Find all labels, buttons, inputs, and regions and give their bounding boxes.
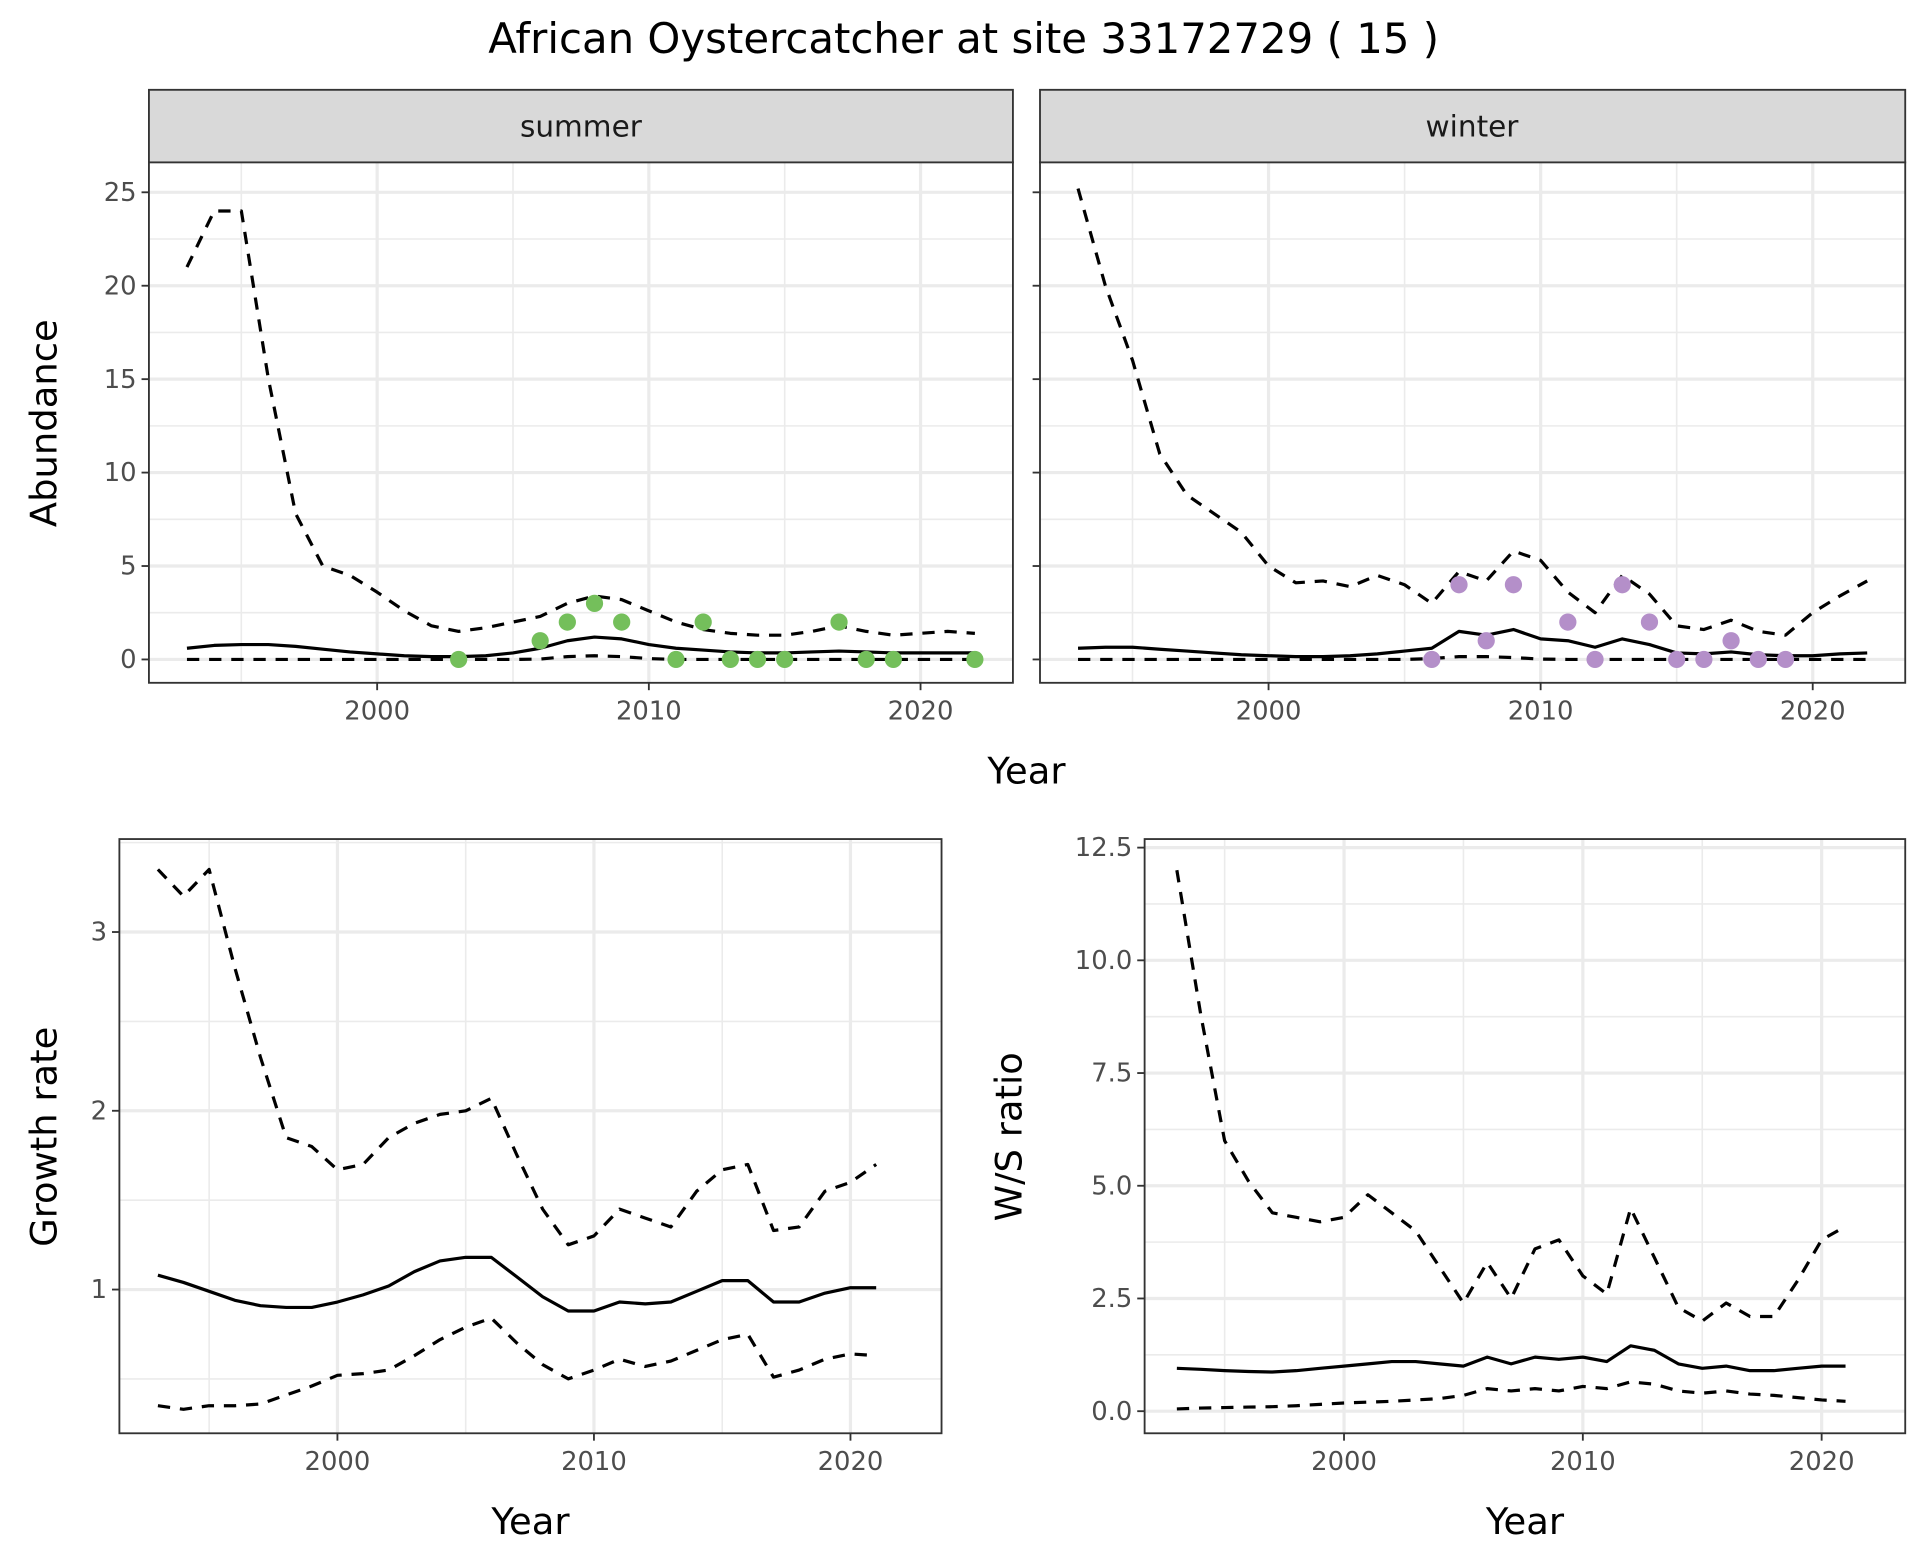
- y-tick-label: 2.5: [1091, 1284, 1132, 1314]
- y-tick-label: 0.0: [1091, 1397, 1132, 1427]
- strip-summer: [148, 88, 1014, 164]
- x-tick-label: 2000: [305, 1447, 371, 1477]
- y-tick-label: 12.5: [1075, 833, 1133, 863]
- strip-winter-label: winter: [1426, 110, 1520, 144]
- summer-count-point: [450, 650, 468, 669]
- x-tick-label: 2010: [1508, 697, 1574, 727]
- strip-summer-label: summer: [520, 110, 643, 144]
- summer-panel: 0 5 10 15 20 25 2000 2010 2020: [104, 161, 1014, 727]
- summer-count-point: [721, 650, 739, 669]
- growth-x-axis-title: Year: [490, 1500, 570, 1543]
- winter-count-point: [1749, 650, 1767, 669]
- growth-upper-ci-line: [156, 867, 878, 1247]
- winter-mean-line: [1077, 627, 1868, 659]
- growth-panel-border: [118, 838, 943, 1435]
- summer-count-point: [585, 594, 604, 613]
- growth-lower-ci-line: [157, 1316, 877, 1411]
- summer-count-point: [748, 650, 767, 669]
- summer-mean-line: [186, 635, 975, 659]
- winter-count-point: [1613, 576, 1631, 594]
- y-tick-label: 20: [104, 271, 137, 301]
- winter-count-point: [1477, 632, 1495, 650]
- winter-count-point: [1504, 576, 1523, 594]
- x-tick-label: 2020: [1780, 697, 1846, 727]
- summer-count-point: [857, 650, 875, 669]
- summer-count-point: [667, 650, 685, 669]
- ratio-plot-bg: [1144, 839, 1906, 1434]
- winter-count-point: [1450, 576, 1468, 594]
- summer-count-point: [776, 650, 794, 669]
- winter-count-point: [1559, 613, 1577, 631]
- y-tick-label: 2: [91, 1096, 107, 1126]
- winter-count-point: [1423, 650, 1441, 669]
- winter-panel-border: [1039, 161, 1907, 684]
- y-tick-label: 10.0: [1075, 946, 1133, 976]
- ratio-lower-ci-line: [1176, 1380, 1846, 1411]
- summer-plot-bg: [148, 162, 1013, 683]
- strip-winter: [1039, 88, 1907, 164]
- ratio-panel: 0.0 2.5 5.0 7.5 10.0 12.5 2000 2010 2020: [1075, 833, 1907, 1477]
- winter-count-point: [1776, 650, 1795, 669]
- top-y-axis-title: Abundance: [23, 319, 66, 527]
- x-tick-label: 2000: [344, 697, 410, 727]
- x-tick-label: 2020: [888, 697, 954, 727]
- growth-panel: 1 2 3 2000 2010 2020: [91, 838, 943, 1477]
- winter-count-point: [1668, 650, 1686, 669]
- y-tick-label: 10: [104, 458, 137, 488]
- y-tick-label: 3: [91, 918, 107, 948]
- y-tick-label: 5.0: [1091, 1171, 1132, 1201]
- summer-count-point: [830, 613, 848, 631]
- winter-count-point: [1640, 613, 1659, 631]
- x-tick-label: 2020: [1789, 1447, 1855, 1477]
- y-tick-label: 0: [120, 645, 136, 675]
- x-tick-label: 2010: [561, 1447, 627, 1477]
- winter-panel: 2000 2010 2020: [1032, 161, 1907, 727]
- summer-count-point: [966, 650, 984, 669]
- ratio-x-axis-title: Year: [1485, 1500, 1565, 1543]
- ratio-mean-line: [1176, 1344, 1846, 1374]
- ratio-panel-border: [1143, 838, 1907, 1435]
- y-tick-label: 25: [104, 178, 137, 208]
- growth-mean-line: [157, 1255, 877, 1313]
- summer-panel-border: [148, 161, 1014, 684]
- winter-count-point: [1695, 650, 1713, 669]
- y-tick-label: 5: [120, 552, 136, 582]
- winter-count-point: [1586, 650, 1604, 669]
- summer-count-point: [531, 632, 549, 650]
- ratio-upper-ci-line: [1175, 869, 1847, 1323]
- summer-count-point: [694, 613, 712, 631]
- top-x-axis-title: Year: [986, 750, 1066, 793]
- y-tick-label: 7.5: [1091, 1059, 1132, 1089]
- summer-count-point: [884, 650, 902, 669]
- growth-y-axis-title: Growth rate: [23, 1027, 66, 1247]
- x-tick-label: 2020: [818, 1447, 884, 1477]
- winter-upper-ci-line: [1076, 188, 1868, 637]
- summer-count-point: [558, 613, 576, 631]
- x-tick-label: 2010: [616, 697, 682, 727]
- ratio-y-axis-title: W/S ratio: [988, 1052, 1031, 1221]
- winter-count-point: [1722, 632, 1740, 650]
- summer-count-point: [613, 613, 631, 631]
- winter-plot-bg: [1040, 162, 1906, 683]
- x-tick-label: 2000: [1311, 1447, 1377, 1477]
- figure-title: African Oystercatcher at site 33172729 (…: [488, 14, 1439, 63]
- x-tick-label: 2000: [1236, 697, 1302, 727]
- x-tick-label: 2010: [1550, 1447, 1616, 1477]
- growth-plot-bg: [119, 839, 942, 1434]
- y-tick-label: 15: [104, 365, 137, 395]
- y-tick-label: 1: [91, 1275, 107, 1305]
